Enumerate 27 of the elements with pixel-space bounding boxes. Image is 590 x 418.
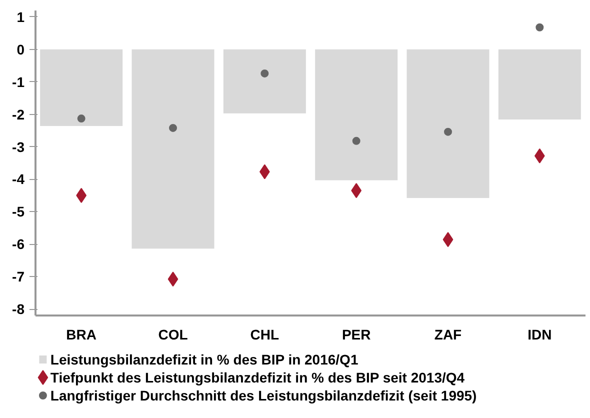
point [442, 232, 454, 248]
point [536, 23, 544, 32]
point [352, 136, 360, 145]
point [169, 124, 177, 132]
y-tick-label: -5 [12, 204, 25, 220]
x-tick-label: IDN [528, 326, 552, 342]
y-tick-label: -3 [12, 138, 25, 155]
legend-label: Leistungsbilanzdefizit in % des BIP in 2016/Q1 [50, 352, 358, 368]
point [168, 272, 178, 287]
y-tick-label: -2 [12, 106, 25, 122]
x-tick-label: ZAF [434, 326, 462, 342]
y-tick-label: -4 [12, 171, 25, 188]
y-tick-label: 0 [16, 41, 25, 58]
point [260, 69, 269, 78]
y-tick-label: -8 [12, 301, 25, 318]
y-tick-label: 1 [16, 8, 25, 25]
point [77, 114, 86, 123]
y-tick-label: -6 [12, 236, 25, 252]
x-tick-label: PER [342, 326, 371, 342]
point [444, 128, 452, 136]
y-tick-label: -1 [12, 74, 25, 90]
x-tick-label: BRA [66, 326, 97, 342]
legend-label: Tiefpunkt des Leistungsbilanzdefizit in % des BIP seit 2013/Q4 [50, 370, 465, 386]
x-tick-label: COL [158, 326, 188, 342]
x-tick-label: CHL [250, 326, 280, 342]
y-tick-label: -7 [12, 268, 25, 285]
legend-label: Langfristiger Durchschnitt des Leistungsbilanzdefizit (seit 1995) [50, 388, 477, 404]
